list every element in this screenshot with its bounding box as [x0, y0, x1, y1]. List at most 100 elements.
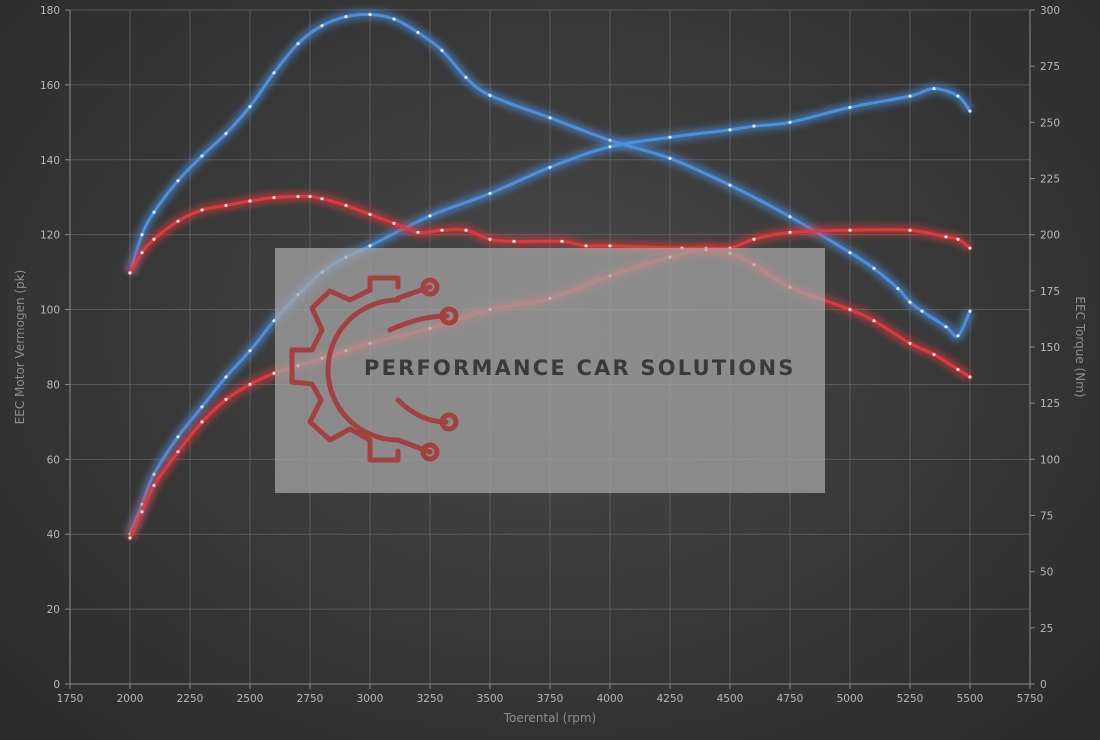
y-tick-label: 20: [47, 604, 60, 616]
series-2-point: [308, 194, 312, 199]
series-2-group: [125, 191, 974, 276]
series-0-point: [416, 30, 420, 35]
series-2-point: [752, 237, 756, 241]
series-0-point: [272, 71, 276, 75]
x-tick-label: 2750: [297, 693, 324, 705]
y2-tick-label: 250: [1040, 117, 1060, 129]
axes: 1750 2000 2250 2500 2750 3000 3250 3500 3750 4000…: [40, 5, 1060, 705]
series-3-point: [932, 352, 936, 357]
series-0-point: [344, 15, 348, 19]
series-0-point: [464, 75, 468, 79]
series-2-point: [392, 221, 396, 225]
series-1-point: [788, 120, 792, 124]
series-0-point: [320, 24, 324, 28]
x-tick-label: 5000: [837, 693, 864, 705]
x-tick-label: 3250: [417, 693, 444, 705]
series-2-point: [368, 212, 372, 216]
series-3-point: [872, 319, 876, 323]
series-2-point: [296, 194, 300, 199]
series-0-point: [488, 93, 492, 97]
y2-tick-label: 125: [1040, 398, 1060, 410]
series-0-point: [956, 334, 960, 338]
series-1-point: [848, 105, 852, 109]
y-tick-label: 120: [40, 230, 60, 242]
series-2-point: [788, 230, 792, 234]
series-1-point: [368, 244, 372, 248]
series-3-point: [956, 367, 960, 372]
y-tick-label: 0: [53, 679, 60, 691]
series-2-point: [140, 251, 144, 255]
series-2-point: [128, 271, 132, 275]
series-0-point: [140, 233, 144, 237]
x-tick-label: 3750: [537, 693, 564, 705]
y2-tick-label: 75: [1040, 511, 1053, 523]
y2-tick-label: 225: [1040, 174, 1060, 186]
series-2-line: [128, 194, 971, 274]
series-1-point: [668, 135, 672, 139]
series-2-point: [200, 208, 204, 212]
series-1-point: [152, 472, 156, 476]
series-3-point: [176, 450, 180, 454]
series-2-point: [956, 237, 960, 241]
y2-tick-label: 150: [1040, 342, 1060, 354]
series-2-point: [512, 239, 516, 243]
y2-tick-label: 275: [1040, 61, 1060, 73]
series-1-point: [752, 124, 756, 128]
series-2-point: [488, 237, 492, 241]
series-group: [125, 9, 975, 541]
series-2-point: [848, 228, 852, 232]
series-0-point: [392, 17, 396, 21]
series-1-point: [488, 191, 492, 196]
series-0-point: [668, 156, 672, 160]
series-0-point: [440, 48, 444, 53]
series-2-point: [248, 199, 252, 203]
series-1-point: [932, 87, 936, 91]
x-tick-label: 1750: [57, 693, 84, 705]
series-2-point: [320, 197, 324, 201]
x-tick-label: 4500: [717, 693, 744, 705]
x-tick-label: 5750: [1017, 693, 1044, 705]
x-tick-label: 5250: [897, 693, 924, 705]
series-2-point: [344, 203, 348, 208]
series-2-point: [584, 244, 588, 248]
x-tick-label: 2000: [117, 693, 144, 705]
series-3-point: [272, 371, 276, 375]
y2-tick-label: 175: [1040, 286, 1060, 298]
series-0-point: [152, 210, 156, 214]
series-0-point: [176, 179, 180, 183]
series-2-point: [968, 246, 972, 250]
y2-tick-label: 100: [1040, 454, 1060, 466]
series-3-point: [848, 308, 852, 312]
series-3-point: [908, 341, 912, 345]
series-3-point: [200, 420, 204, 424]
series-1-point: [968, 109, 972, 113]
x-tick-label: 4250: [657, 693, 684, 705]
series-0-point: [788, 215, 792, 219]
y2-tick-label: 50: [1040, 567, 1053, 579]
series-3-point: [968, 375, 972, 379]
series-1-point: [224, 375, 228, 379]
series-1-group: [125, 83, 975, 537]
series-1-point: [200, 405, 204, 409]
series-1-point: [728, 128, 732, 132]
series-0-point: [296, 42, 300, 46]
series-0-point: [368, 12, 372, 17]
series-2-point: [944, 235, 948, 239]
y-tick-label: 180: [40, 5, 60, 17]
y-tick-label: 140: [40, 155, 60, 167]
series-2-point: [464, 228, 468, 232]
series-1-point: [608, 145, 612, 149]
y2-tick-label: 0: [1040, 679, 1047, 691]
x-tick-label: 3500: [477, 693, 504, 705]
series-2-point: [272, 196, 276, 200]
y2-tick-label: 200: [1040, 230, 1060, 242]
x-tick-label: 2500: [237, 693, 264, 705]
series-2-point: [176, 219, 180, 223]
y2-axis-title: EEC Torque (Nm): [1073, 296, 1087, 397]
series-0-point: [848, 251, 852, 255]
y-tick-label: 80: [47, 379, 60, 391]
series-2-point: [224, 203, 228, 208]
series-1-point: [176, 435, 180, 439]
x-axis-title: Toerental (rpm): [503, 711, 596, 725]
